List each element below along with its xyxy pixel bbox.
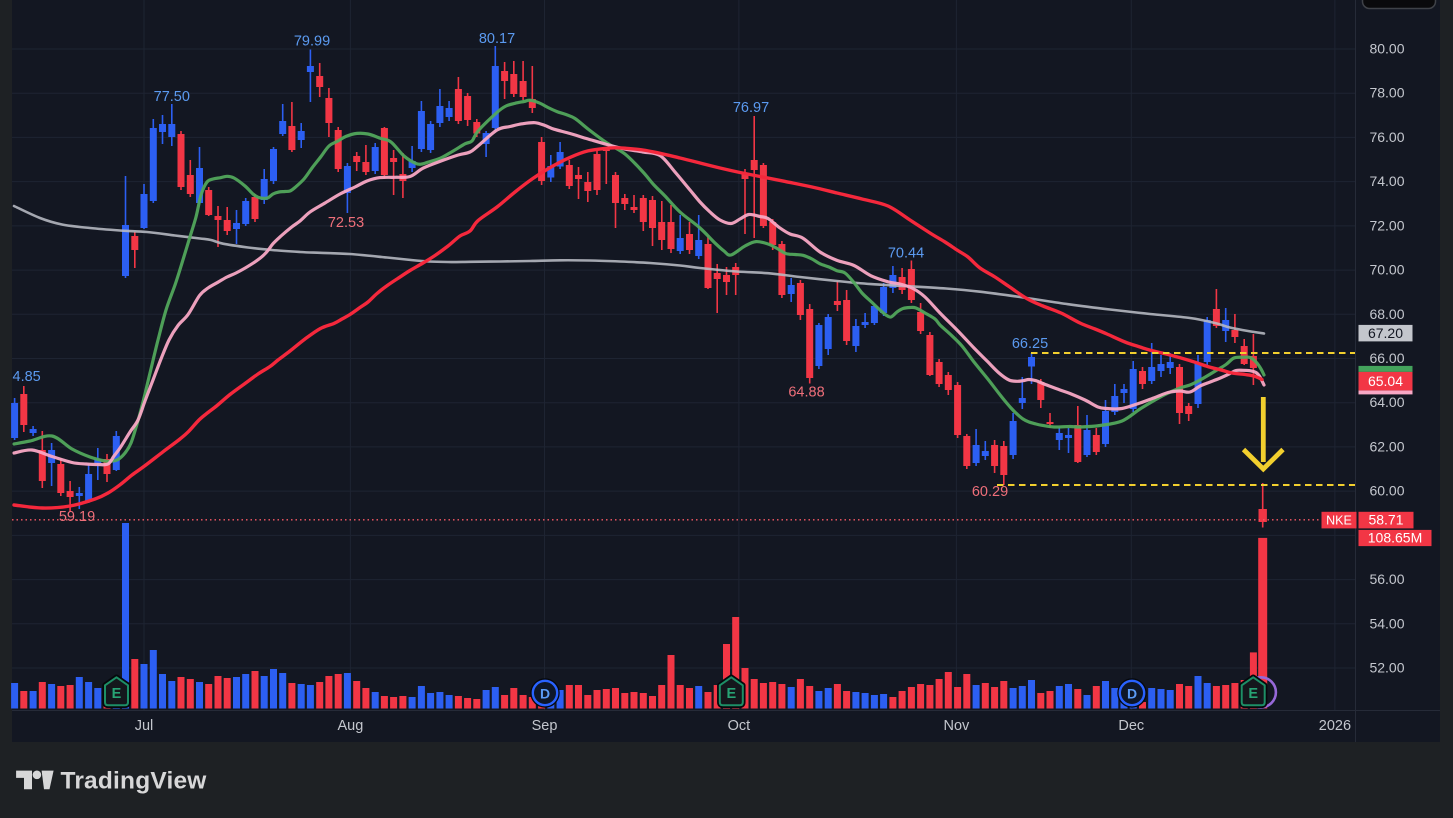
svg-text:Aug: Aug — [337, 718, 363, 734]
svg-text:E: E — [1248, 686, 1258, 702]
svg-text:TradingView: TradingView — [61, 768, 208, 795]
svg-text:79.99: 79.99 — [294, 34, 330, 50]
svg-text:62.00: 62.00 — [1369, 438, 1404, 454]
svg-text:60.00: 60.00 — [1369, 483, 1404, 499]
svg-text:72.53: 72.53 — [328, 215, 364, 231]
svg-text:4.85: 4.85 — [13, 369, 41, 385]
svg-text:68.00: 68.00 — [1369, 306, 1404, 322]
svg-text:Oct: Oct — [728, 718, 751, 734]
svg-text:108.65M: 108.65M — [1368, 530, 1422, 546]
svg-text:E: E — [112, 686, 122, 702]
svg-text:80.00: 80.00 — [1369, 41, 1404, 57]
svg-text:64.88: 64.88 — [788, 385, 824, 401]
svg-text:Sep: Sep — [532, 718, 558, 734]
svg-text:66.00: 66.00 — [1369, 350, 1404, 366]
svg-text:E: E — [726, 686, 736, 702]
svg-text:Dec: Dec — [1118, 718, 1144, 734]
svg-text:76.97: 76.97 — [733, 100, 769, 116]
svg-text:D: D — [540, 686, 550, 702]
svg-text:66.25: 66.25 — [1012, 336, 1048, 352]
svg-text:67.20: 67.20 — [1368, 325, 1403, 341]
svg-text:80.17: 80.17 — [479, 31, 515, 47]
svg-text:2026: 2026 — [1319, 718, 1351, 734]
svg-text:Jul: Jul — [135, 718, 154, 734]
svg-text:65.04: 65.04 — [1368, 373, 1403, 389]
svg-text:D: D — [1127, 686, 1137, 702]
svg-text:52.00: 52.00 — [1369, 660, 1404, 676]
svg-text:Nov: Nov — [944, 718, 971, 734]
svg-text:64.00: 64.00 — [1369, 394, 1404, 410]
svg-text:76.00: 76.00 — [1369, 129, 1404, 145]
svg-text:56.00: 56.00 — [1369, 571, 1404, 587]
svg-text:60.29: 60.29 — [972, 484, 1008, 500]
svg-text:59.19: 59.19 — [59, 509, 95, 525]
svg-text:77.50: 77.50 — [154, 89, 190, 105]
svg-text:54.00: 54.00 — [1369, 615, 1404, 631]
svg-text:70.00: 70.00 — [1369, 262, 1404, 278]
svg-text:74.00: 74.00 — [1369, 173, 1404, 189]
svg-text:70.44: 70.44 — [888, 246, 924, 262]
svg-text:78.00: 78.00 — [1369, 85, 1404, 101]
svg-text:NKE: NKE — [1326, 514, 1352, 528]
svg-text:72.00: 72.00 — [1369, 217, 1404, 233]
svg-text:58.71: 58.71 — [1368, 512, 1403, 528]
